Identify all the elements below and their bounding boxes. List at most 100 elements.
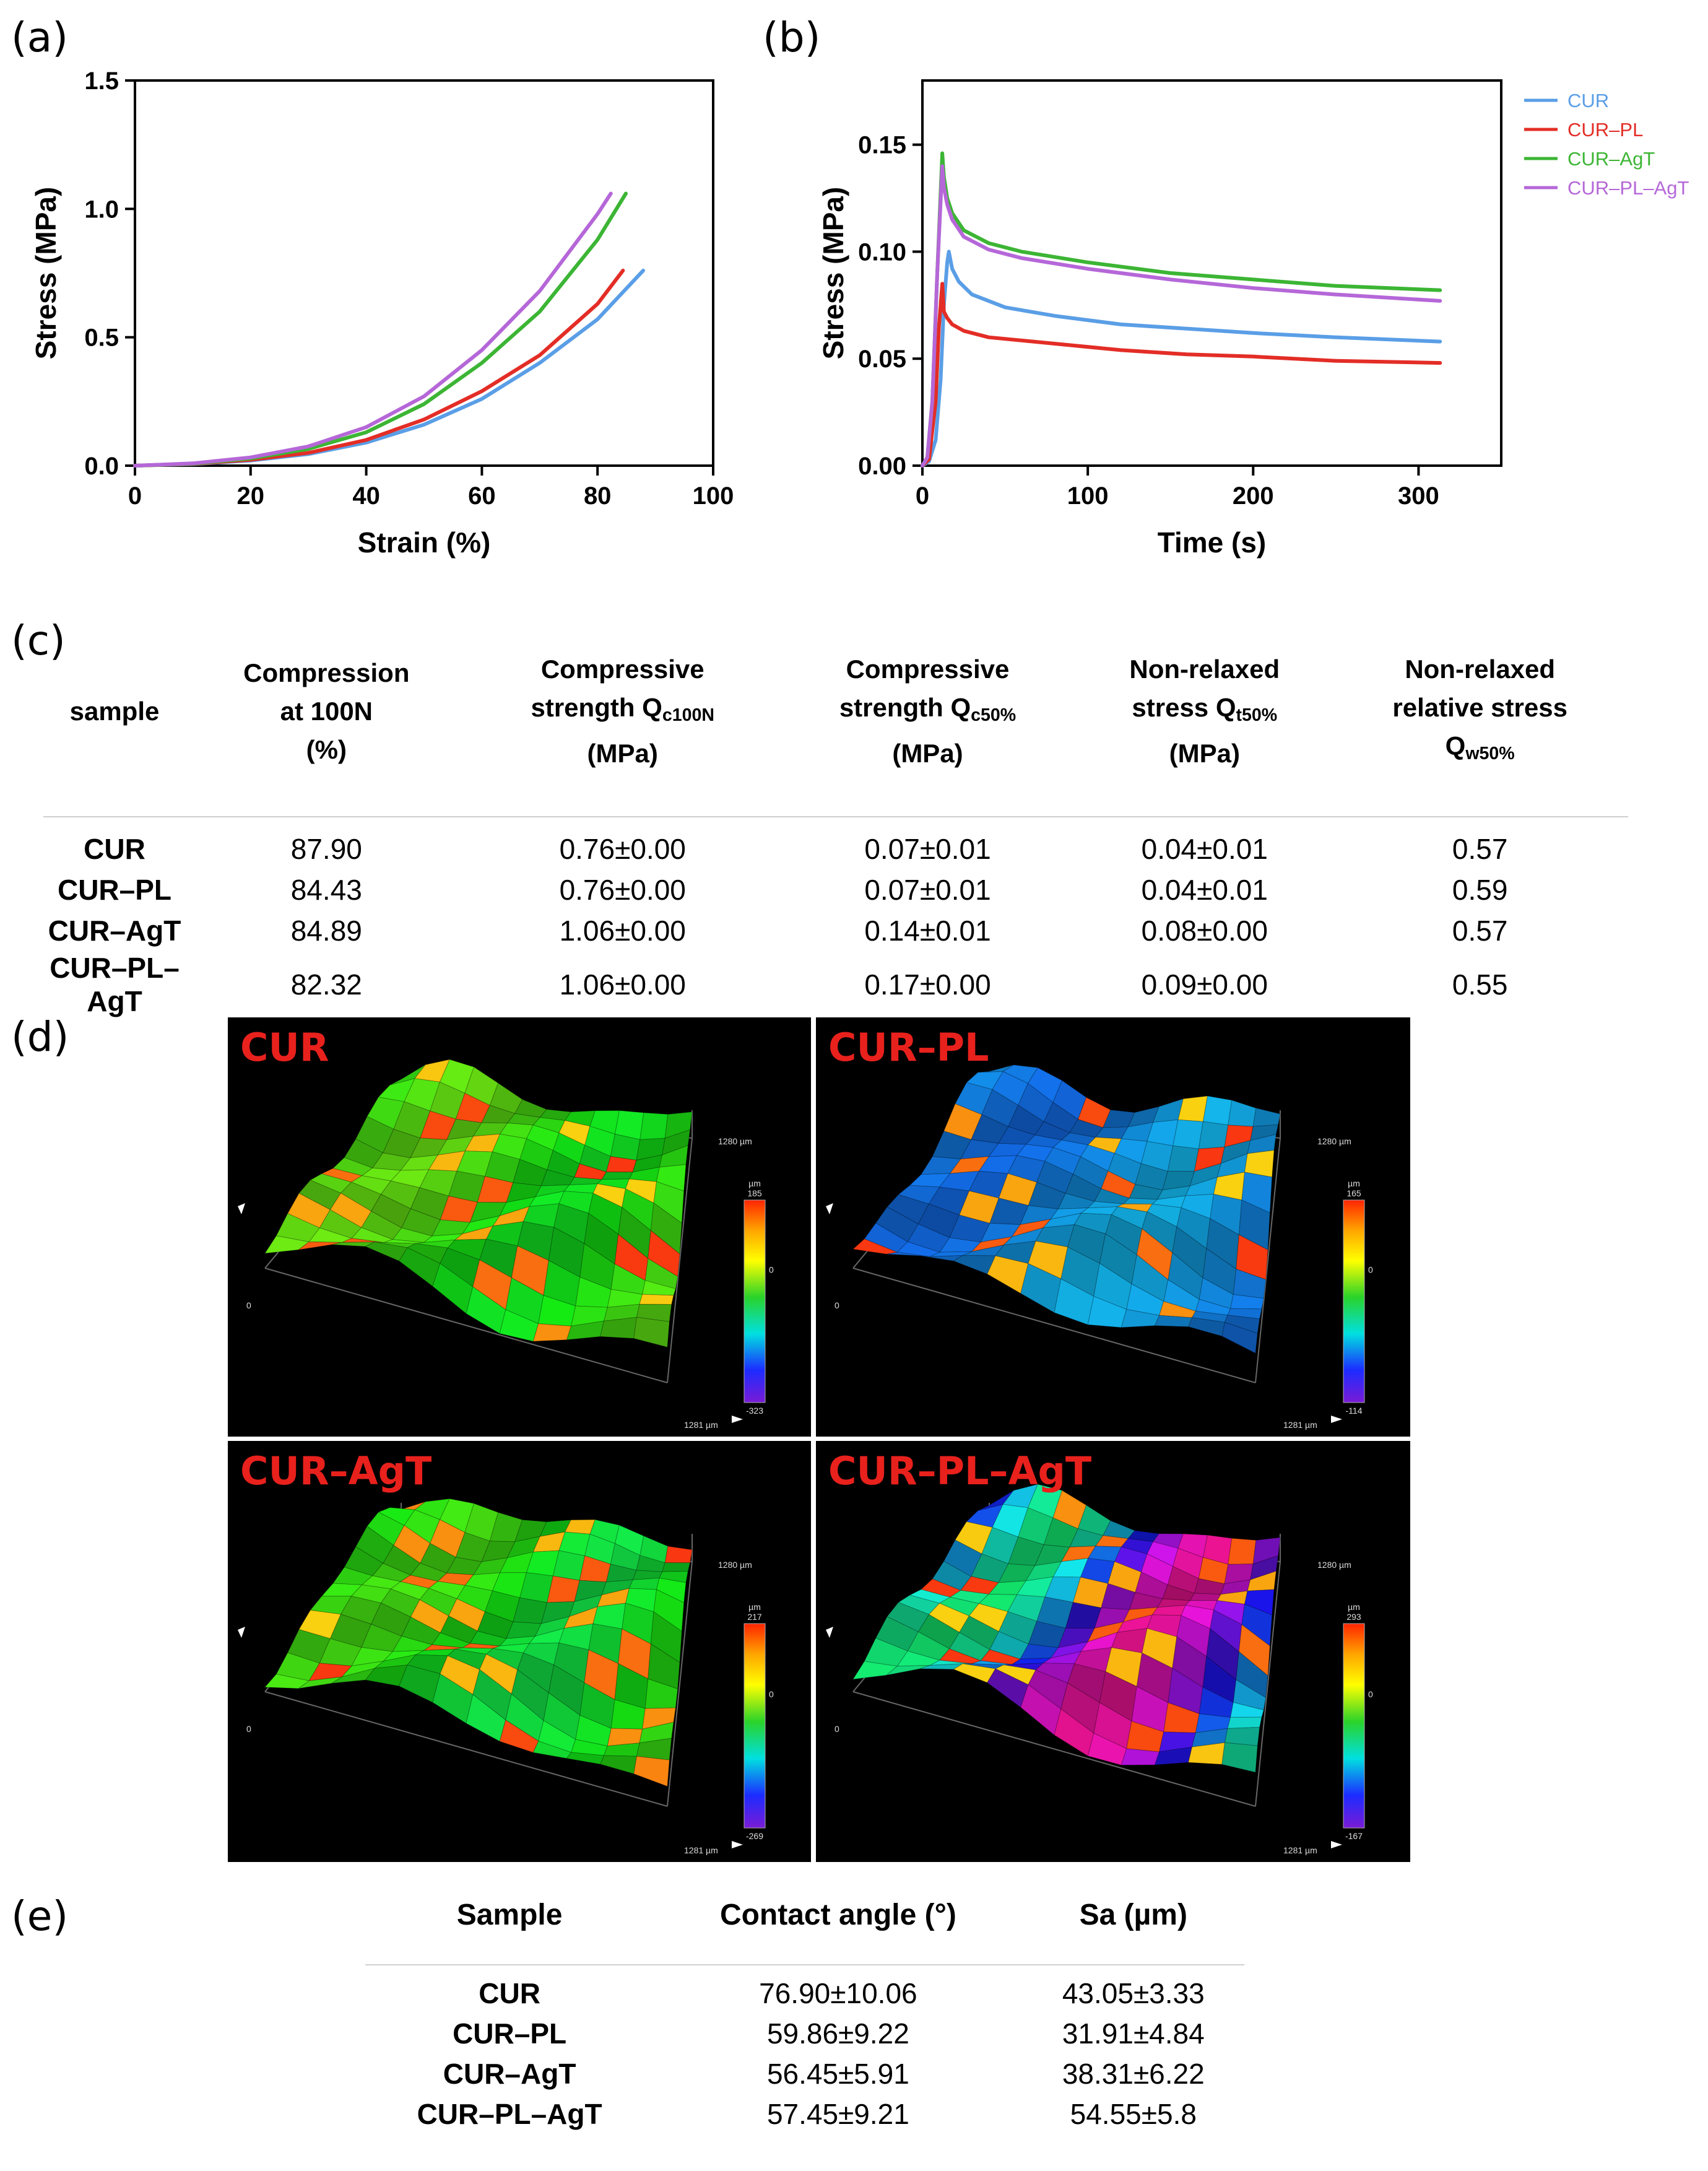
- surface-patch: [639, 1112, 669, 1140]
- col-header-qc50: Compressive strength Qc50% (MPa): [778, 650, 1078, 818]
- surface-patch: [1122, 1198, 1158, 1205]
- table-cell: 1.06±0.00: [559, 915, 686, 947]
- scale-unit-label: µm: [1348, 1178, 1360, 1188]
- table-row: CUR 76.90±10.06 43.05±3.33: [365, 1965, 1244, 2013]
- y-tick-label: 0.10: [858, 238, 906, 266]
- table-cell: 0.17±0.00: [864, 968, 991, 1001]
- surface-patch: [633, 1316, 670, 1348]
- y-tick-label: 0.0: [84, 453, 119, 480]
- surface-patch: [628, 1577, 660, 1590]
- chart-a: 0 20 40 60 80 100 0.0 0.5 1.0 1.5 Strain (%) Stress…: [30, 67, 734, 559]
- surface-patch: [552, 1550, 586, 1581]
- surface-image-cur-pl-agt: 1280 µm 1281 µm 0 µm 293 0 -167 CUR–PL–AgT: [816, 1441, 1410, 1862]
- axis-arrow-icon: [238, 1203, 245, 1214]
- surface-image-cur-pl: 1280 µm 1281 µm 0 µm 165 0 -114 CUR–PL: [816, 1017, 1410, 1437]
- panel-label-b: (b): [763, 14, 821, 61]
- table-cell: 0.55: [1452, 968, 1508, 1001]
- series-line-CUR: [921, 250, 1442, 468]
- x-tick-label: 100: [693, 482, 734, 510]
- surface-patch: [532, 1323, 572, 1342]
- legend-label: CUR–PL: [1567, 119, 1643, 141]
- axis-x-label: 1281 µm: [684, 1420, 718, 1430]
- scale-unit-label: µm: [748, 1602, 761, 1612]
- y-tick-label: 0.15: [858, 132, 906, 159]
- table-cell: 0.09±0.00: [1141, 968, 1268, 1001]
- panel-label-e: (e): [11, 1892, 69, 1940]
- table-cell: 0.57: [1452, 915, 1508, 947]
- surface-patch: [1221, 1321, 1258, 1354]
- origin-label: 0: [246, 1724, 251, 1734]
- bounding-box-edge: [1255, 1138, 1281, 1383]
- col-header-compression: Compression at 100N (%): [186, 650, 467, 818]
- x-tick-label: 40: [352, 482, 380, 510]
- table-cell: 54.55±5.8: [1070, 2097, 1197, 2130]
- surface-patch: [1189, 1593, 1222, 1601]
- mechanical-properties-table: sample Compression at 100N (%) Compressive…: [43, 650, 1628, 1018]
- y-axis-label: Stress (MPa): [817, 187, 849, 360]
- x-tick-label: 0: [128, 482, 142, 510]
- bounding-box-edge: [264, 1691, 668, 1807]
- table-row: CUR–PL–AgT 57.45±9.21 54.55±5.8: [365, 2094, 1244, 2134]
- table-row: CUR–AgT 56.45±5.91 38.31±6.22: [365, 2053, 1244, 2094]
- col-header-sample: Sample: [365, 1898, 654, 1965]
- table-cell: 1.06±0.00: [559, 968, 686, 1001]
- legend-label: CUR–PL–AgT: [1567, 177, 1689, 199]
- axis-x-label: 1281 µm: [1283, 1420, 1317, 1430]
- y-tick-label: 0.05: [858, 346, 906, 373]
- table-cell: 59.86±9.22: [766, 2017, 909, 2050]
- surface-patch: [1252, 1107, 1281, 1127]
- surface-patch: [639, 1294, 674, 1305]
- table-cell: 0.04±0.01: [1141, 833, 1268, 866]
- surface-image-title: CUR–PL–AgT: [828, 1448, 1092, 1494]
- scale-max-label: 217: [747, 1612, 762, 1622]
- table-cell: CUR–AgT: [443, 2057, 576, 2090]
- bounding-box-edge: [852, 1268, 1256, 1383]
- axis-x-label: 1281 µm: [684, 1845, 718, 1855]
- color-scale-bar: [1343, 1623, 1365, 1829]
- col-header-qw50: Non-relaxed relative stress Qw50%: [1332, 650, 1628, 818]
- surface-patch: [633, 1756, 670, 1787]
- x-tick-label: 100: [1067, 482, 1109, 510]
- legend-label: CUR–AgT: [1567, 148, 1655, 170]
- bounding-box-edge: [1255, 1561, 1281, 1807]
- bounding-box-edge: [667, 1138, 693, 1383]
- scale-zero-label: 0: [1368, 1689, 1373, 1699]
- scale-min-label: -114: [1346, 1406, 1363, 1416]
- col-header-qt50: Non-relaxed stress Qt50% (MPa): [1077, 650, 1332, 818]
- axis-arrow-icon: [238, 1627, 245, 1638]
- surface-patch: [1202, 1095, 1233, 1126]
- chart-b: 0 100 200 300 0.00 0.05 0.10 0.15 Time (s) Stress…: [817, 79, 1689, 559]
- table-cell: 87.90: [290, 833, 362, 866]
- axis-arrow-icon: [732, 1416, 743, 1423]
- col-header-qc100n: Compressive strength Qc100N (MPa): [467, 650, 778, 818]
- scale-min-label: -323: [746, 1406, 763, 1416]
- surface-patch: [1228, 1100, 1257, 1127]
- table-cell: CUR–PL: [57, 874, 172, 907]
- table-cell: 84.43: [290, 874, 362, 907]
- table-cell: 0.14±0.01: [864, 915, 991, 947]
- table-cell: 38.31±6.22: [1062, 2057, 1205, 2090]
- plot-frame: [134, 79, 714, 467]
- table-cell: 84.89: [290, 915, 362, 947]
- surface-image-title: CUR–PL: [828, 1025, 989, 1070]
- table-cell: 0.76±0.00: [559, 874, 686, 907]
- charts-ab: 0 20 40 60 80 100 0.0 0.5 1.0 1.5 Strain (%) Stress…: [30, 67, 1689, 559]
- table-cell: 57.45±9.21: [766, 2097, 909, 2130]
- y-tick-label: 0.5: [84, 324, 119, 352]
- scale-max-label: 165: [1346, 1188, 1361, 1198]
- surface-image-title: CUR: [240, 1025, 329, 1070]
- table-cell: 56.45±5.91: [766, 2057, 909, 2090]
- surface-patch: [1228, 1538, 1257, 1565]
- origin-label: 0: [246, 1300, 251, 1310]
- x-axis-label: Time (s): [1158, 526, 1267, 559]
- bounding-box-edge: [264, 1268, 668, 1383]
- scale-max-label: 185: [747, 1188, 762, 1198]
- table-cell: 0.08±0.00: [1141, 915, 1268, 947]
- contact-angle-table: Sample Contact angle (°) Sa (µm) CUR 76.…: [365, 1898, 1244, 2134]
- scale-min-label: -167: [1345, 1831, 1363, 1841]
- y-tick-label: 1.5: [84, 67, 119, 95]
- axis-y-label: 1280 µm: [718, 1136, 752, 1146]
- legend-label: CUR: [1567, 90, 1609, 111]
- surface-patch: [1221, 1742, 1258, 1773]
- table-cell: CUR–PL–AgT: [50, 952, 180, 1018]
